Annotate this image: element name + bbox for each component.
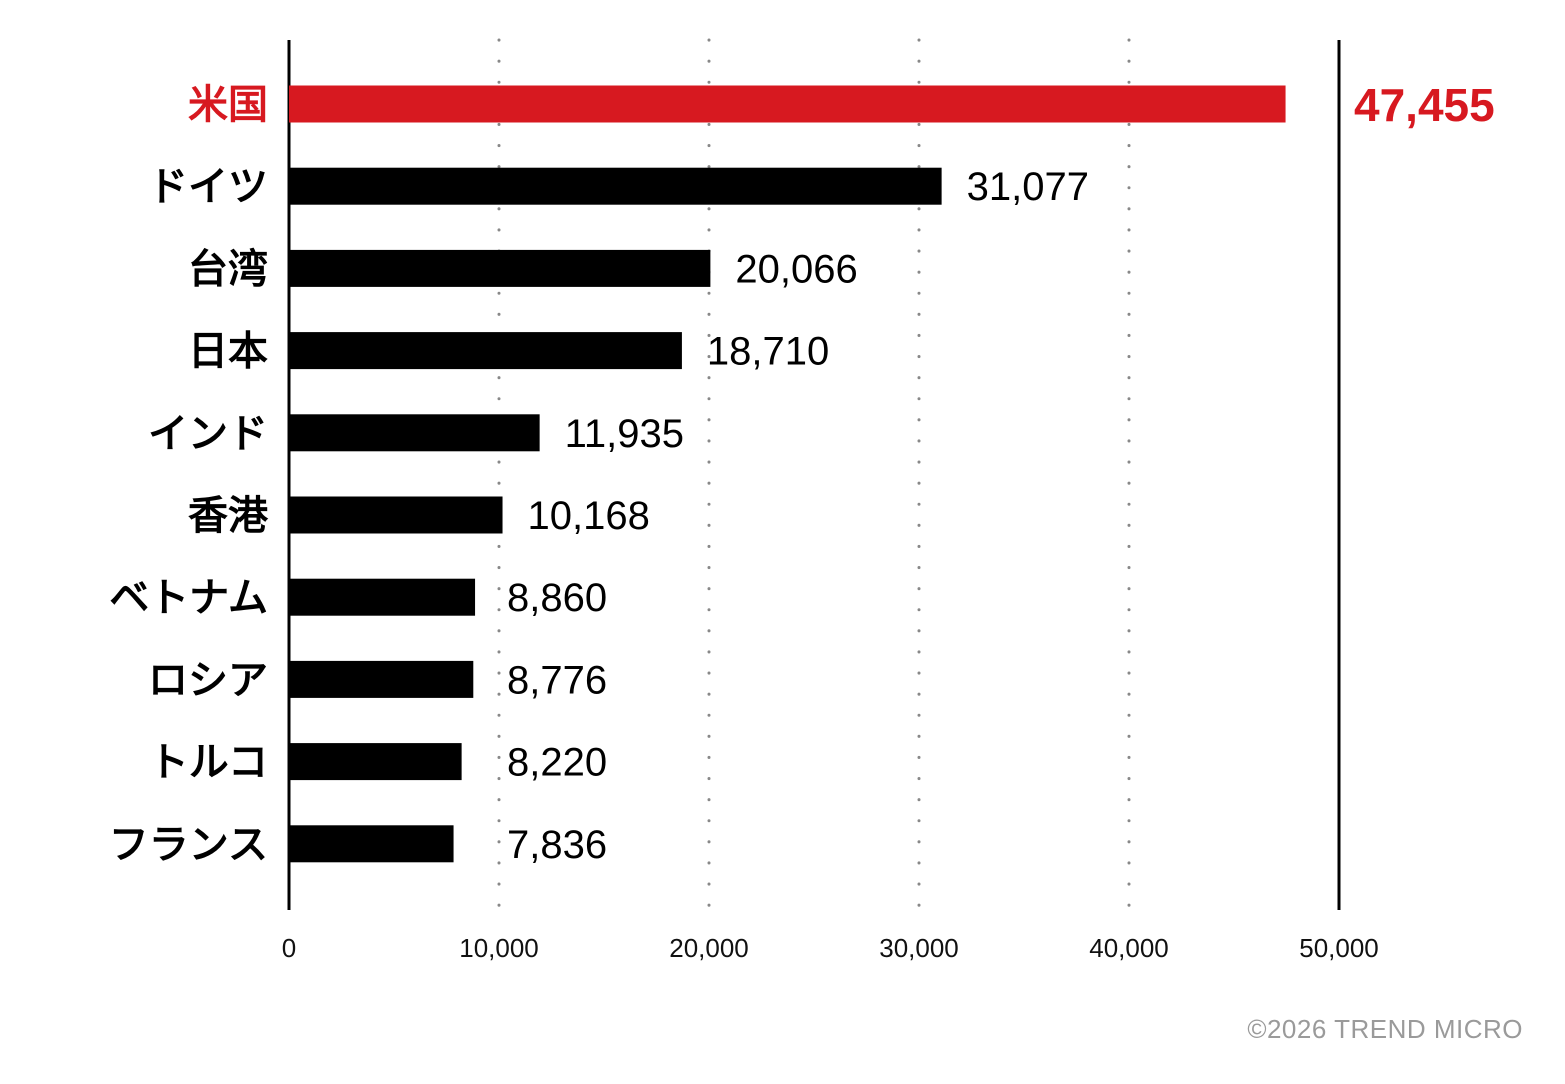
bar xyxy=(289,167,942,205)
bar xyxy=(289,825,454,863)
x-tick-label: 10,000 xyxy=(459,933,539,963)
bar xyxy=(289,414,540,452)
bars xyxy=(289,85,1286,863)
category-label: インド xyxy=(148,411,268,457)
bar xyxy=(289,85,1286,123)
x-tick-label: 0 xyxy=(282,933,296,963)
category-label: ドイツ xyxy=(148,164,268,210)
value-label: 8,860 xyxy=(507,576,607,620)
category-label: 日本 xyxy=(188,329,268,375)
copyright-text: ©2026 TREND MICRO xyxy=(1247,1014,1523,1044)
category-label: フランス xyxy=(109,822,268,868)
value-label: 10,168 xyxy=(528,494,650,538)
x-tick-label: 40,000 xyxy=(1089,933,1169,963)
category-label: 香港 xyxy=(188,493,269,539)
category-label: 台湾 xyxy=(188,246,268,292)
x-tick-label: 30,000 xyxy=(879,933,959,963)
value-label: 7,836 xyxy=(507,823,607,867)
bar xyxy=(289,578,476,616)
value-label: 8,776 xyxy=(507,658,607,702)
value-label: 8,220 xyxy=(507,741,607,785)
x-tick-label: 20,000 xyxy=(669,933,749,963)
bar xyxy=(289,332,682,370)
x-tick-label: 50,000 xyxy=(1299,933,1379,963)
bar xyxy=(289,660,474,698)
category-label: ロシア xyxy=(148,657,268,703)
value-label: 11,935 xyxy=(565,412,684,456)
bar xyxy=(289,249,711,287)
category-label: トルコ xyxy=(149,740,268,786)
value-label: 18,710 xyxy=(707,330,829,374)
category-label: ベトナム xyxy=(109,575,268,621)
category-label: 米国 xyxy=(188,82,268,128)
bar xyxy=(289,496,503,534)
value-label: 31,077 xyxy=(967,165,1089,209)
value-label: 20,066 xyxy=(735,247,857,291)
x-axis-ticks: 0 10,000 20,000 30,000 40,000 50,000 xyxy=(282,933,1379,963)
value-label: 47,455 xyxy=(1354,79,1495,131)
bar xyxy=(289,743,462,781)
labels: 米国 47,455 ドイツ 31,077 台湾 20,066 日本 18,710 インド 11,9… xyxy=(109,79,1495,868)
